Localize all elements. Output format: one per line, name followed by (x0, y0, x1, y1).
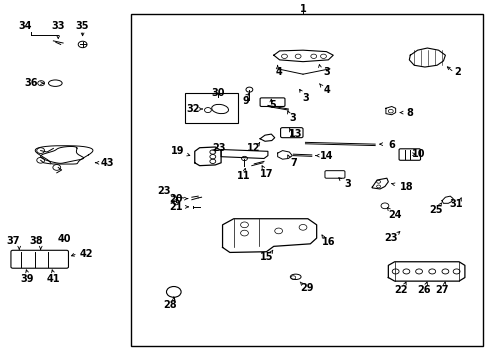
Text: 6: 6 (387, 140, 394, 150)
Text: 12: 12 (246, 143, 260, 153)
Text: 40: 40 (57, 234, 71, 244)
Text: 36: 36 (24, 78, 38, 88)
Text: 20: 20 (169, 194, 183, 204)
Bar (131, 14, 483, 346)
Text: 3: 3 (344, 179, 350, 189)
Text: 9: 9 (242, 96, 248, 106)
Text: 28: 28 (163, 300, 177, 310)
Text: 35: 35 (76, 21, 89, 31)
Text: 3: 3 (302, 93, 308, 103)
Text: 4: 4 (275, 67, 282, 77)
Text: 23: 23 (383, 233, 397, 243)
Text: 14: 14 (319, 150, 332, 161)
Text: 23: 23 (157, 186, 170, 197)
Text: 15: 15 (259, 252, 273, 262)
Text: 31: 31 (449, 199, 463, 210)
Text: 29: 29 (300, 283, 313, 293)
Text: 37: 37 (6, 236, 20, 246)
Text: 23: 23 (212, 143, 225, 153)
Text: 32: 32 (186, 104, 200, 114)
Text: 5: 5 (269, 100, 276, 110)
Text: 25: 25 (428, 206, 442, 216)
Text: 16: 16 (321, 237, 334, 247)
Text: 38: 38 (29, 236, 42, 246)
Text: 43: 43 (100, 158, 114, 168)
Text: 11: 11 (236, 171, 250, 181)
Text: 21: 21 (169, 202, 183, 212)
Text: 3: 3 (323, 67, 329, 77)
Text: 34: 34 (18, 21, 32, 31)
Text: 27: 27 (434, 285, 448, 296)
Text: 19: 19 (170, 145, 183, 156)
Text: 42: 42 (79, 248, 93, 258)
Text: 7: 7 (289, 158, 296, 168)
Text: 30: 30 (210, 88, 224, 98)
Text: 2: 2 (454, 67, 461, 77)
Text: 24: 24 (387, 210, 401, 220)
Text: 41: 41 (46, 274, 60, 284)
Text: 39: 39 (20, 274, 34, 284)
Text: 3: 3 (288, 113, 295, 123)
Text: 10: 10 (411, 149, 425, 159)
Text: 33: 33 (51, 21, 65, 31)
Text: 4: 4 (324, 85, 330, 95)
Bar (184, 93, 237, 123)
Text: 18: 18 (399, 182, 412, 192)
Text: 26: 26 (416, 285, 430, 296)
Text: 22: 22 (393, 285, 407, 296)
Text: 13: 13 (288, 129, 302, 139)
Text: 17: 17 (259, 168, 273, 179)
Text: 1: 1 (299, 4, 306, 14)
Text: 8: 8 (406, 108, 413, 118)
